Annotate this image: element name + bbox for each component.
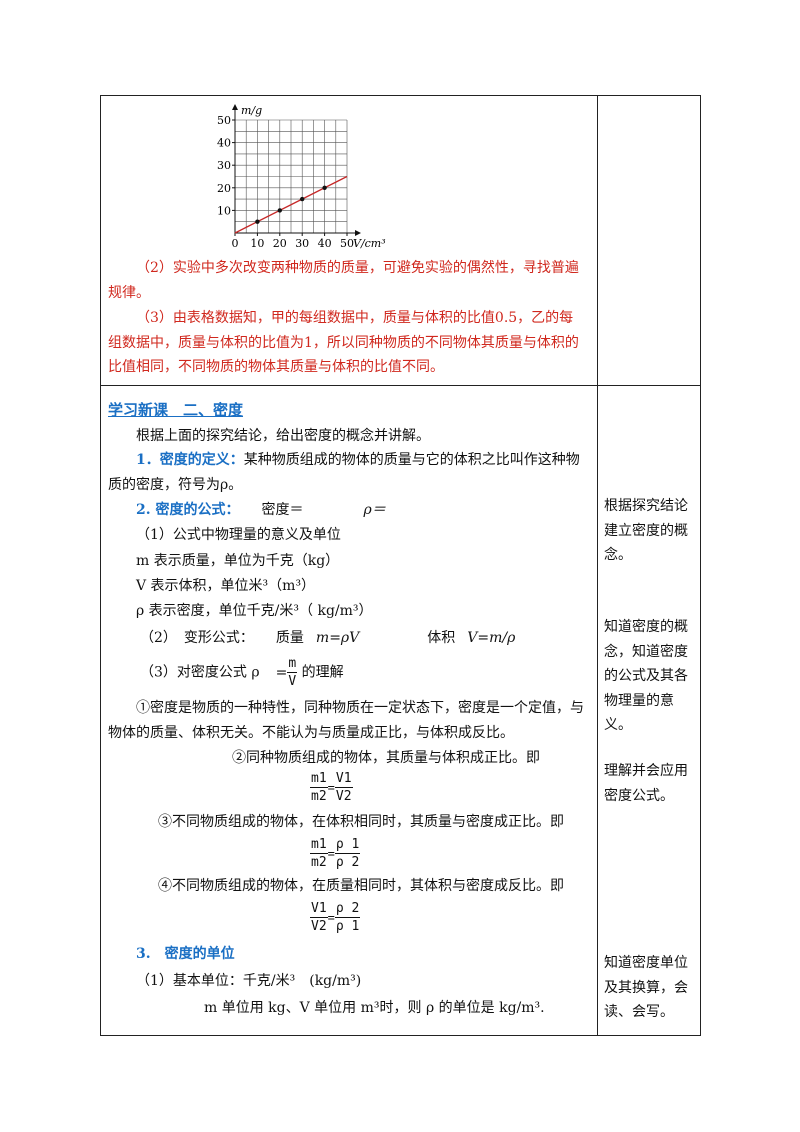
data-point	[255, 219, 260, 224]
ratio: m1 m2 = V1 V2	[310, 770, 410, 805]
fraction: m1 m2	[310, 836, 328, 871]
text: 体积	[427, 630, 456, 646]
x-tick-label: 30	[295, 237, 309, 250]
numerator: m1	[310, 771, 328, 788]
fraction: m1 m2	[310, 770, 328, 805]
numerator: m	[287, 656, 298, 673]
table-border	[700, 95, 701, 1036]
table-border	[100, 385, 701, 386]
x-tick-label: 50	[340, 237, 354, 250]
table-border	[100, 1035, 701, 1036]
paragraph: （2）实验中多次改变两种物质的质量，可避免实验的偶然性，寻找普遍规律。	[108, 260, 579, 301]
formula-line: （3）对密度公式 ρ = m V 的理解	[140, 655, 344, 690]
text: m 单位用 kg、V 单位用 m³时，则 ρ 的单位是 kg/m³.	[204, 1000, 545, 1016]
note: 知道密度的概念，知道密度的公式及其各物理量的意义。	[604, 619, 688, 733]
denominator: V2	[311, 919, 327, 934]
table-border	[100, 95, 701, 96]
text: 某种物质组成的物体的质量与它的体积之比叫作这种物质的密度，符号为ρ。	[108, 452, 580, 493]
arrow	[232, 104, 238, 110]
fraction: V1 V2	[334, 770, 353, 805]
note: 知道密度单位及其换算，会读、会写。	[604, 955, 688, 1020]
data-point	[300, 196, 305, 202]
denominator: ρ 1	[335, 919, 360, 934]
denominator: V	[288, 674, 297, 689]
x-tick-label: 40	[318, 237, 332, 250]
numerator: V1	[334, 771, 353, 788]
denominator: m2	[311, 789, 327, 804]
text: 的理解	[301, 664, 344, 681]
paragraph: 1．密度的定义：某种物质组成的物体的质量与它的体积之比叫作这种物质的密度，符号为…	[108, 448, 586, 497]
text: m 表示质量，单位为千克（kg）	[136, 553, 340, 569]
fraction: V1 V2	[310, 900, 328, 935]
paragraph: ①密度是物质的一种特性，同种物质在一定状态下，密度是一个定值，与物体的质量、体积…	[108, 700, 584, 741]
equals: =	[327, 780, 335, 795]
numerator: ρ 2	[334, 901, 361, 918]
text: V=m/ρ	[467, 630, 516, 646]
y-tick-label: 30	[217, 159, 231, 172]
x-tick-label: 10	[250, 237, 264, 250]
paragraph: （3）由表格数据知，甲的每组数据中，质量与体积的比值0.5，乙的每组数据中，质量…	[108, 310, 579, 375]
note: 根据探究结论建立密度的概念。	[604, 498, 688, 563]
text: （3）对密度公式 ρ	[140, 664, 260, 681]
denominator: V2	[335, 789, 352, 804]
data-point	[322, 185, 327, 190]
denominator: m2	[311, 855, 327, 870]
data-point	[277, 208, 282, 213]
text: ②同种物质组成的物体，其质量与体积成正比。即	[232, 750, 540, 766]
text: 密度＝	[261, 502, 304, 518]
graph: 0 10 20 30 40 50 10 20 30 40 50 m/g V/cm³	[217, 104, 386, 250]
text: （1）公式中物理量的意义及单位	[136, 527, 341, 543]
text: ρ 表示密度，单位千克/米³（ kg/m³）	[136, 603, 373, 619]
text: ③不同物质组成的物体，在体积相同时，其质量与密度成正比。即	[158, 814, 564, 830]
numerator: V1	[310, 901, 328, 918]
denominator: ρ 2	[335, 855, 360, 870]
equals: =	[327, 846, 335, 861]
text: ρ＝	[363, 502, 386, 518]
label: 2. 密度的公式：	[136, 502, 240, 518]
text: ④不同物质组成的物体，在质量相同时，其体积与密度成反比。即	[158, 878, 564, 894]
y-axis-label: m/g	[241, 104, 262, 117]
trend-line	[234, 175, 348, 234]
text: （2） 变形公式：	[140, 630, 254, 646]
equals: =	[327, 910, 335, 925]
x-tick-label: 0	[232, 237, 239, 250]
heading: 3. 密度的单位	[136, 946, 235, 962]
section-title: 学习新课 二、密度	[108, 401, 244, 419]
y-tick-label: 20	[217, 182, 231, 195]
formula-line: 2. 密度的公式： 密度＝ ρ＝	[136, 498, 386, 523]
table-border	[100, 95, 101, 1036]
arrow	[355, 230, 361, 236]
numerator: m1	[310, 837, 328, 854]
text: （1）基本单位：千克/米³ (kg/m³)	[136, 973, 362, 989]
y-tick-label: 40	[217, 137, 231, 150]
x-tick-label: 20	[273, 237, 287, 250]
paragraph: 根据上面的探究结论，给出密度的概念并讲解。	[136, 428, 430, 444]
text: 质量	[275, 630, 304, 646]
text: V 表示体积，单位米³（m³）	[136, 578, 316, 594]
label: 1．密度的定义：	[136, 452, 244, 468]
table-border	[597, 95, 598, 1036]
text: =	[275, 664, 288, 681]
y-tick-label: 50	[217, 114, 231, 127]
note: 理解并会应用密度公式。	[604, 763, 688, 804]
formula-line: （2） 变形公式： 质量 m=ρV 体积 V=m/ρ	[140, 626, 515, 651]
text: m=ρV	[315, 630, 360, 646]
x-axis-label: V/cm³	[353, 237, 386, 250]
numerator: ρ 1	[334, 837, 361, 854]
y-tick-label: 10	[217, 204, 231, 217]
